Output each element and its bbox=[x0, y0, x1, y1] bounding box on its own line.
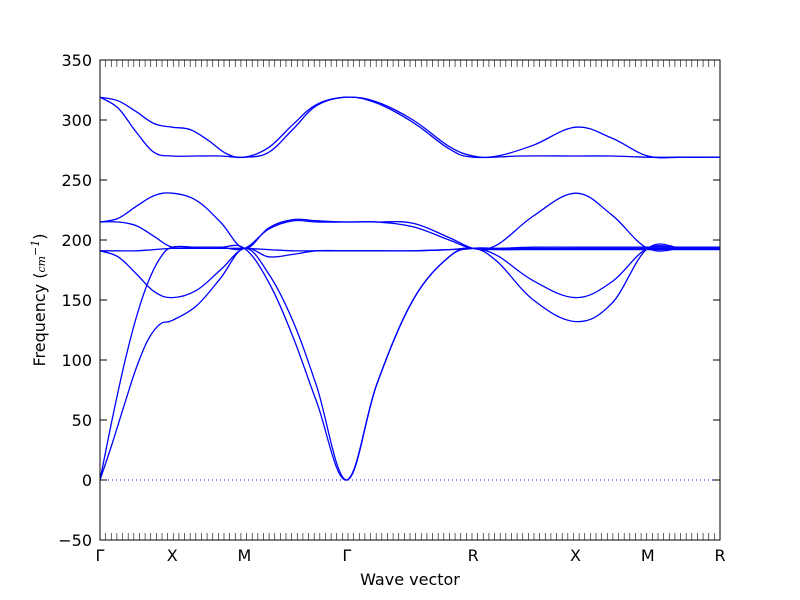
y-tick-label: −50 bbox=[58, 531, 92, 550]
x-tick-label: R bbox=[714, 546, 725, 565]
band-line-2 bbox=[100, 96, 720, 159]
x-tick-label: X bbox=[167, 546, 178, 565]
x-tick-label: M bbox=[238, 546, 252, 565]
y-tick-label: 0 bbox=[82, 471, 92, 490]
y-tick-label: 350 bbox=[61, 51, 92, 70]
x-axis-label: Wave vector bbox=[360, 570, 460, 589]
band-line-7 bbox=[100, 243, 720, 481]
x-tick-label: M bbox=[641, 546, 655, 565]
plot-frame bbox=[99, 59, 721, 541]
band-line-4 bbox=[100, 219, 720, 251]
y-tick-label: 250 bbox=[61, 171, 92, 190]
x-tick-label: X bbox=[570, 546, 581, 565]
y-tick-label: 50 bbox=[72, 411, 92, 430]
y-tick-label: 200 bbox=[61, 231, 92, 250]
y-tick-label: 300 bbox=[61, 111, 92, 130]
y-axis-label: Frequency (cm−1) bbox=[29, 233, 49, 366]
y-tick-label: 150 bbox=[61, 291, 92, 310]
x-tick-label: Γ bbox=[342, 546, 351, 565]
x-tick-label: R bbox=[468, 546, 479, 565]
x-tick-label: Γ bbox=[96, 546, 105, 565]
y-tick-label: 100 bbox=[61, 351, 92, 370]
band-line-8 bbox=[100, 244, 720, 481]
band-line-5 bbox=[100, 245, 720, 299]
band-line-6 bbox=[100, 247, 720, 252]
band-line-1 bbox=[100, 96, 720, 159]
band-line-3 bbox=[100, 192, 720, 252]
